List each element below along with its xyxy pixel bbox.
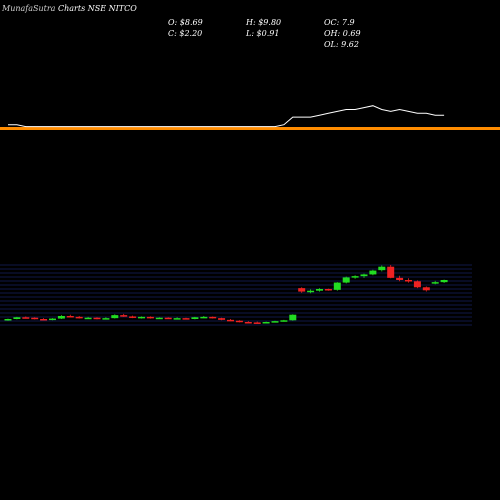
candle-down (324, 289, 332, 291)
candle-down (120, 315, 128, 317)
candle-down (298, 288, 306, 292)
candle-up (111, 315, 119, 319)
candle-down (413, 281, 421, 288)
candle-up (173, 318, 181, 320)
candle-up (13, 317, 21, 319)
stat-oc: OC: 7.9 (324, 18, 355, 27)
candle-up (280, 320, 288, 322)
candle-down (387, 266, 395, 278)
candle-up (378, 266, 386, 271)
candle-up (307, 290, 315, 293)
candle-up (369, 270, 377, 275)
stat-high: H: $9.80 (246, 18, 282, 27)
line-series (8, 105, 445, 128)
candle-up (289, 314, 297, 321)
candle-down (40, 319, 48, 321)
candle-up (200, 316, 208, 319)
candle-down (244, 322, 252, 324)
stat-low: L: $0.91 (246, 29, 280, 38)
average-band (0, 127, 500, 130)
candle-down (22, 317, 30, 319)
candle-up (155, 317, 163, 320)
candle-down (235, 320, 243, 323)
candle-up (271, 321, 279, 323)
candle-up (49, 318, 56, 321)
candle-down (253, 322, 261, 324)
candle-up (102, 318, 110, 320)
candle-up (138, 316, 145, 319)
stat-oh: OH: 0.69 (324, 29, 361, 38)
candle-down (129, 316, 137, 318)
candle-up (440, 280, 448, 283)
candle-down (182, 318, 190, 320)
candle-up (431, 282, 439, 284)
candle-up (262, 322, 270, 324)
candle-down (209, 316, 217, 319)
average-band-layer (0, 127, 500, 130)
candle-down (75, 316, 83, 319)
candle-layer (4, 265, 448, 324)
line-layer (8, 105, 445, 128)
candle-up (342, 277, 350, 283)
candle-down (405, 280, 412, 282)
chart-title: Charts NSE NITCO (57, 4, 137, 13)
stat-open: O: $8.69 (168, 18, 203, 27)
candle-down (66, 316, 74, 318)
candle-up (333, 282, 341, 290)
candle-up (57, 316, 65, 319)
chart-brand: MunafaSutra Charts NSE NITCO (2, 4, 137, 13)
candle-down (396, 277, 404, 280)
candle-up (84, 317, 92, 320)
candle-up (316, 289, 323, 291)
candle-down (146, 316, 154, 319)
candle-up (191, 317, 199, 319)
candle-down (93, 317, 101, 320)
candle-down (422, 287, 430, 291)
candle-up (351, 276, 359, 278)
candle-down (31, 317, 39, 320)
candle-up (4, 319, 12, 321)
candle-up (360, 274, 368, 277)
candle-down (227, 319, 234, 322)
candle-down (218, 318, 226, 320)
stat-close: C: $2.20 (168, 29, 203, 38)
stat-ol: OL: 9.62 (324, 40, 359, 49)
candle-down (164, 317, 172, 320)
brand-name: MunafaSutra (2, 4, 56, 13)
